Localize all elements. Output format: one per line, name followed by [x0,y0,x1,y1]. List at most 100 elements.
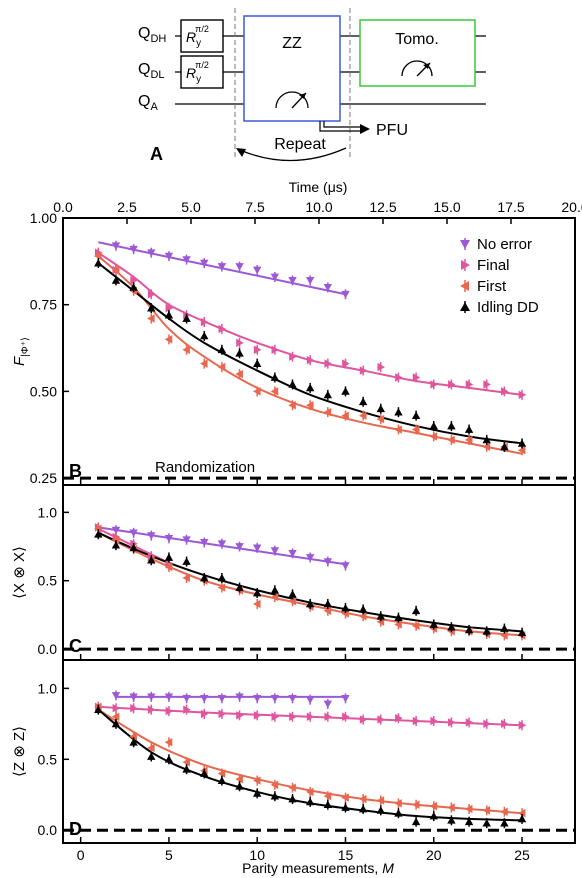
y-tick-label: 0.0 [38,822,58,838]
panel-c-xx: 0.0 0.5 1.0 C ⟨X ⊗ X⟩ [11,484,576,661]
data-point-first [305,401,314,410]
data-point-idling-dd [305,599,315,608]
data-point-final [483,380,491,389]
data-point-no-error [164,252,174,261]
data-point-idling-dd [500,442,509,451]
data-point-idling-dd [182,765,191,773]
data-point-first [341,411,349,420]
data-point-idling-dd [341,603,350,612]
data-point-final [130,276,138,285]
randomization-label: Randomization [155,459,255,476]
data-point-final [306,355,315,365]
data-point-no-error [200,539,209,547]
y-tick-label: 1.00 [30,210,57,226]
repeat-arrowhead [236,148,246,157]
data-point-final [342,359,350,368]
data-point-first [253,387,261,396]
legend-label: Final [477,257,510,274]
time-tick-label: 20.0 [561,199,582,215]
data-point-final [236,711,244,720]
data-point-no-error [147,693,156,702]
data-point-first [253,599,261,609]
data-point-no-error [129,245,138,254]
data-point-idling-dd [464,425,474,433]
y-tick-label: 0.50 [30,383,57,399]
data-point-first [288,597,296,606]
qubit-label-dh: QDH [138,25,166,45]
data-point-final [253,711,262,720]
tomography-meter-icon [401,60,433,77]
data-point-first [447,803,455,812]
time-tick-label: 17.5 [497,199,524,215]
data-point-first [182,757,190,767]
y-tick-label: 0.75 [30,297,57,313]
legend-label: First [477,278,507,295]
data-point-final [377,715,385,724]
data-point-idling-dd [482,627,491,635]
data-point-no-error [305,696,315,704]
data-point-first [376,796,385,805]
legend-marker [460,281,469,291]
data-point-first [164,335,173,344]
data-point-first [217,583,226,592]
fit-line-first [97,531,523,637]
data-point-first [270,592,279,602]
data-point-final [501,387,509,396]
data-point-no-error [235,693,244,702]
data-point-no-error [253,266,262,275]
zz-block [243,15,341,122]
data-point-idling-dd [200,331,209,340]
data-point-idling-dd [253,588,262,597]
data-point-first [94,251,102,261]
data-point-idling-dd [500,818,509,827]
data-point-idling-dd [270,373,280,381]
time-tick-label: 15.0 [433,199,460,215]
data-point-first [358,612,367,621]
time-axis-label: Time (μs) [289,179,348,195]
data-point-final [112,704,121,713]
panel-b-fidelity: 0.25 0.50 0.75 1.00 Randomization B F|Φ⁺⟩ [11,210,576,486]
y-tick-label: 0.0 [38,641,58,657]
fit-line-idling-dd [97,262,523,445]
data-point-no-error [200,694,209,703]
data-point-final [324,712,333,721]
data-point-final [377,362,385,372]
pfu-label: PFU [376,122,408,139]
data-point-no-error [270,273,280,282]
data-point-first [517,809,526,818]
legend-marker [461,260,470,270]
data-point-idling-dd [288,794,297,803]
data-point-no-error [129,529,138,538]
x-axis-label: Parity measurements, M [242,860,394,876]
panel-label-a: A [150,144,163,164]
qubit-label-dl: QDL [138,61,165,81]
data-point-no-error [253,694,262,703]
repeat-arrow [239,147,347,162]
data-point-first [288,401,296,410]
data-point-final [395,373,403,382]
legend-label: No error [477,236,532,253]
data-point-no-error [235,263,244,271]
ry-gate-dh-label: Ryπ/2 [186,24,209,49]
data-point-first [235,369,243,379]
data-point-final [359,366,368,375]
x-tick-label: 5 [165,847,173,863]
data-point-idling-dd [517,814,527,823]
data-point-first [394,799,402,808]
data-point-idling-dd [341,387,350,395]
data-point-first [111,712,120,721]
data-point-idling-dd [129,283,138,291]
data-point-no-error [217,540,227,548]
data-point-first [517,446,526,455]
data-point-no-error [253,544,262,553]
data-point-no-error [341,290,350,299]
data-point-idling-dd [376,404,385,413]
data-point-final [465,380,474,389]
data-point-no-error [323,283,333,292]
data-point-no-error [111,526,121,535]
data-point-idling-dd [129,543,138,552]
data-point-no-error [235,543,244,551]
data-point-first [323,606,332,615]
data-point-idling-dd [358,397,368,406]
